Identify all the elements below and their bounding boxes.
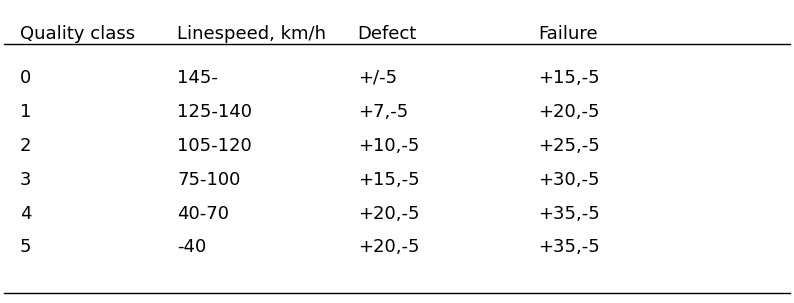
Text: +10,-5: +10,-5 xyxy=(358,137,419,155)
Text: +25,-5: +25,-5 xyxy=(538,137,600,155)
Text: -40: -40 xyxy=(177,238,206,256)
Text: 105-120: 105-120 xyxy=(177,137,252,155)
Text: 5: 5 xyxy=(20,238,32,256)
Text: +7,-5: +7,-5 xyxy=(358,103,408,121)
Text: Quality class: Quality class xyxy=(20,25,135,43)
Text: +20,-5: +20,-5 xyxy=(358,205,419,222)
Text: Defect: Defect xyxy=(358,25,417,43)
Text: 125-140: 125-140 xyxy=(177,103,252,121)
Text: 40-70: 40-70 xyxy=(177,205,229,222)
Text: 145-: 145- xyxy=(177,69,218,87)
Text: 0: 0 xyxy=(20,69,31,87)
Text: +15,-5: +15,-5 xyxy=(538,69,600,87)
Text: Linespeed, km/h: Linespeed, km/h xyxy=(177,25,326,43)
Text: 1: 1 xyxy=(20,103,31,121)
Text: +20,-5: +20,-5 xyxy=(538,103,600,121)
Text: +30,-5: +30,-5 xyxy=(538,171,600,189)
Text: 75-100: 75-100 xyxy=(177,171,241,189)
Text: +20,-5: +20,-5 xyxy=(358,238,419,256)
Text: +35,-5: +35,-5 xyxy=(538,205,600,222)
Text: +/-5: +/-5 xyxy=(358,69,397,87)
Text: +35,-5: +35,-5 xyxy=(538,238,600,256)
Text: 4: 4 xyxy=(20,205,32,222)
Text: Failure: Failure xyxy=(538,25,598,43)
Text: 3: 3 xyxy=(20,171,32,189)
Text: 2: 2 xyxy=(20,137,32,155)
Text: +15,-5: +15,-5 xyxy=(358,171,419,189)
